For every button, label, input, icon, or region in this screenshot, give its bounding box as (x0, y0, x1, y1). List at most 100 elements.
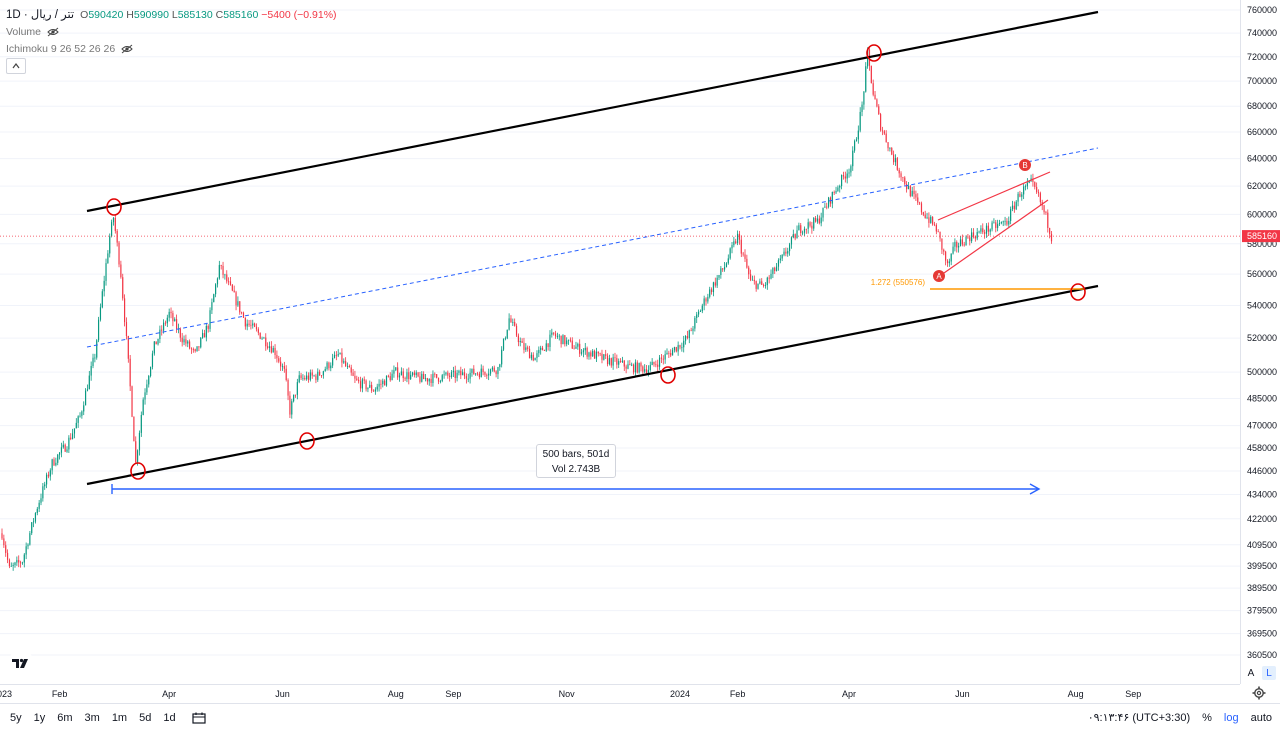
chart-area[interactable]: 1.272 (550576) A B 500 bars, 501d Vol 2.74… (0, 0, 1240, 684)
candle-body (484, 372, 486, 375)
candle-body (23, 554, 25, 563)
candle-body (971, 232, 973, 242)
candle-body (112, 217, 115, 223)
candle-body (816, 218, 819, 222)
candle-body (835, 190, 837, 193)
tradingview-logo-icon (12, 658, 28, 668)
candle-body (198, 346, 200, 348)
auto-scale-toggle[interactable]: auto (1250, 711, 1272, 724)
volume-row[interactable]: Volume (6, 23, 337, 40)
candle-body (515, 325, 518, 336)
time-axis[interactable]: 2023 Feb Apr Jun Aug Sep Nov 2024 Feb Apr Jun Aug Se… (0, 684, 1240, 703)
candle-body (439, 380, 441, 382)
candle-body (1006, 220, 1008, 225)
candle-body (306, 375, 308, 380)
candle-body (365, 380, 367, 390)
candle-body (166, 317, 168, 324)
price-axis[interactable]: 760000 740000 720000 700000 680000 660000 6400… (1240, 0, 1280, 684)
candle-body (820, 217, 822, 224)
candle-body (917, 197, 919, 203)
channel-mid-line (86, 147, 1099, 348)
chart-canvas[interactable]: 1.272 (550576) A B (0, 0, 1240, 684)
range-3m-button[interactable]: 3m (84, 711, 100, 724)
candle-body (384, 380, 386, 386)
candle-body (36, 508, 38, 514)
candle-body (551, 332, 553, 335)
candle-body (1032, 178, 1034, 183)
collapse-legend-button[interactable] (6, 57, 26, 74)
candle-body (567, 339, 570, 341)
ichimoku-row[interactable]: Ichimoku 9 26 52 26 26 (6, 40, 337, 57)
candle-body (545, 343, 547, 351)
price-tick-label: 760000 (1247, 5, 1277, 15)
candle-body (932, 216, 934, 225)
candle-body (619, 361, 622, 362)
candle-body (1050, 233, 1053, 242)
candle-body (497, 367, 499, 375)
candle-body (493, 367, 495, 372)
candle-body (703, 298, 705, 306)
candle-body (138, 432, 141, 451)
candle-body (844, 176, 846, 179)
candle-body (974, 236, 976, 239)
candle-body (189, 341, 191, 349)
range-5d-button[interactable]: 5d (139, 711, 152, 724)
candle-body (499, 364, 501, 368)
candle-body (73, 428, 76, 434)
tradingview-logo[interactable] (10, 654, 32, 672)
candle-body (898, 169, 900, 174)
candle-body (79, 415, 81, 417)
candle-body (705, 298, 707, 302)
candle-body (83, 405, 85, 412)
candle-body (606, 355, 609, 365)
candle-body (863, 91, 865, 105)
wedge-lower-line (943, 199, 1049, 274)
log-scale-toggle[interactable]: log (1223, 711, 1239, 724)
range-1d-button[interactable]: 1d (163, 711, 176, 724)
candle-body (982, 228, 984, 233)
time-tick-label: Aug (1068, 689, 1084, 699)
candle-body (824, 206, 826, 208)
candle-body (55, 462, 57, 466)
percent-scale-button[interactable]: % (1202, 711, 1212, 724)
candle-body (779, 258, 781, 261)
candle-body (723, 266, 726, 270)
symbol-title[interactable]: تتر / ریال · 1D (6, 8, 75, 21)
candle-body (616, 358, 618, 365)
candle-body (629, 364, 631, 366)
candle-body (263, 337, 265, 339)
hidden-eye-icon[interactable] (121, 44, 133, 54)
candle-body (859, 111, 861, 131)
candle-body (176, 319, 178, 330)
auto-scale-button[interactable]: A (1247, 667, 1255, 679)
clock-timezone[interactable]: ۰۹:۱۳:۴۶ (UTC+3:30) (1087, 712, 1191, 724)
candle-body (21, 562, 24, 564)
price-tick-label: 379500 (1247, 606, 1277, 616)
candle-body (605, 354, 607, 356)
candle-body (137, 450, 139, 463)
candle-body (1000, 222, 1002, 224)
range-1m-button[interactable]: 1m (111, 711, 128, 724)
candle-body (452, 370, 454, 373)
candle-body (640, 363, 642, 367)
gear-icon[interactable] (1252, 686, 1266, 700)
candle-body (645, 369, 648, 374)
candle-body (216, 278, 219, 285)
candle-body (904, 177, 906, 185)
candle-body (521, 340, 523, 343)
candle-body (902, 177, 904, 179)
log-scale-button[interactable]: L (1262, 666, 1276, 680)
candle-body (280, 361, 282, 367)
candle-body (1019, 193, 1021, 197)
candle-body (32, 521, 35, 523)
hidden-eye-icon[interactable] (47, 27, 59, 37)
candle-body (6, 552, 9, 560)
candle-body (865, 66, 867, 92)
range-1y-button[interactable]: 1y (33, 711, 46, 724)
range-5y-button[interactable]: 5y (10, 711, 22, 724)
calendar-range-icon[interactable] (191, 712, 206, 724)
candle-body (900, 173, 902, 178)
candle-body (673, 347, 676, 351)
range-6m-button[interactable]: 6m (57, 711, 73, 724)
candle-body (105, 263, 107, 281)
